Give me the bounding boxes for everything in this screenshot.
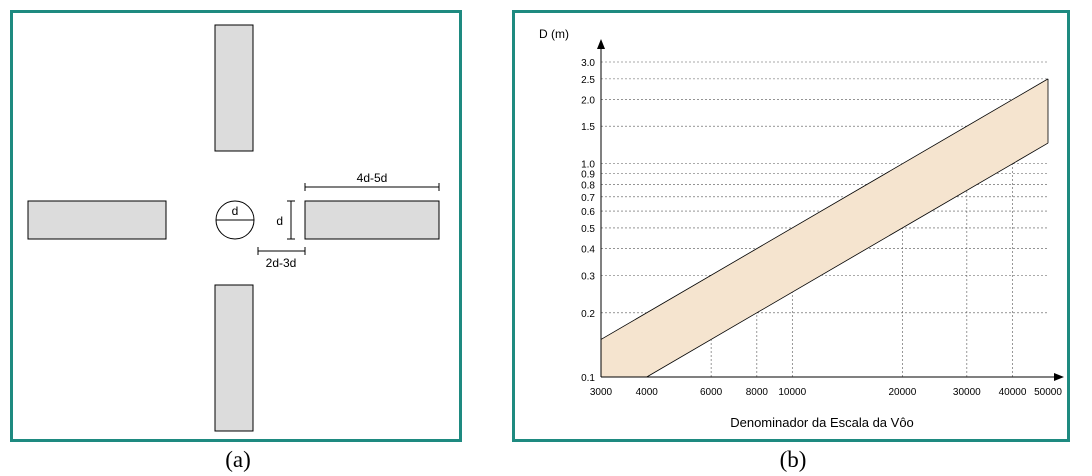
band-layer <box>600 78 1049 378</box>
axis-layer <box>597 39 1064 381</box>
band-upper-line <box>600 78 1049 340</box>
y-tick-label: 0.4 <box>581 245 595 256</box>
y-tick-label: 1.5 <box>581 122 595 133</box>
y-tick-label: 0.8 <box>581 180 595 191</box>
x-tick-label: 50000 <box>1034 387 1062 398</box>
y-tick-label: 3.0 <box>581 58 595 69</box>
x-tick-label: 3000 <box>590 387 613 398</box>
arm-left <box>27 200 167 240</box>
arm-bottom <box>214 284 254 432</box>
x-tick-label: 4000 <box>636 387 659 398</box>
y-axis-arrow <box>597 39 605 49</box>
x-tick-label: 30000 <box>953 387 981 398</box>
y-tick-label: 0.2 <box>581 309 595 320</box>
band-lower-line <box>646 142 1049 378</box>
x-axis-label: Denominador da Escala da Vôo <box>730 415 914 430</box>
y-tick-label: 2.5 <box>581 75 595 86</box>
scale-chart: 0.1 0.2 0.3 0.4 0.5 0.6 0.7 0.80.91.0 1.5 2.0 2.5 3… <box>539 27 1064 430</box>
y-tick-label: 2.0 <box>581 96 595 107</box>
caption-a: (a) <box>225 447 251 472</box>
circle-diameter-label: d <box>232 204 239 218</box>
tick-labels: 0.1 0.2 0.3 0.4 0.5 0.6 0.7 0.80.91.0 1.5 2.0 2.5 3… <box>581 58 1062 398</box>
arm-right <box>304 200 440 240</box>
y-tick-label: 0.6 <box>581 207 595 218</box>
x-tick-label: 20000 <box>889 387 917 398</box>
y-tick-label: 0.1 <box>581 373 595 384</box>
panel-a-frame: d d 4d-5d 2d-3d <box>10 10 462 442</box>
x-tick-label: 8000 <box>746 387 769 398</box>
x-tick-label: 6000 <box>700 387 723 398</box>
y-tick-label: 1.0 <box>581 160 595 171</box>
x-tick-label: 10000 <box>778 387 806 398</box>
y-axis-label: D (m) <box>539 27 569 41</box>
x-tick-label: 40000 <box>999 387 1027 398</box>
caption-b: (b) <box>779 447 807 472</box>
panel-b-frame: 0.1 0.2 0.3 0.4 0.5 0.6 0.7 0.8 0.9 1.0 1.5 2.0 2.5 3… <box>512 10 1070 442</box>
arm-top <box>214 24 254 152</box>
band-area <box>601 78 1048 377</box>
gap-label: 2d-3d <box>266 256 297 270</box>
target-diagram: d d 4d-5d 2d-3d <box>27 24 440 432</box>
y-tick-label: 0.5 <box>581 224 595 235</box>
x-axis-arrow <box>1054 373 1064 381</box>
y-tick-label: 0.7 <box>581 193 595 204</box>
y-tick-label: 0.3 <box>581 271 595 282</box>
arm-width-label: d <box>276 214 283 228</box>
y-tick-label: 0.9 <box>581 170 595 181</box>
arm-length-label: 4d-5d <box>357 171 388 185</box>
